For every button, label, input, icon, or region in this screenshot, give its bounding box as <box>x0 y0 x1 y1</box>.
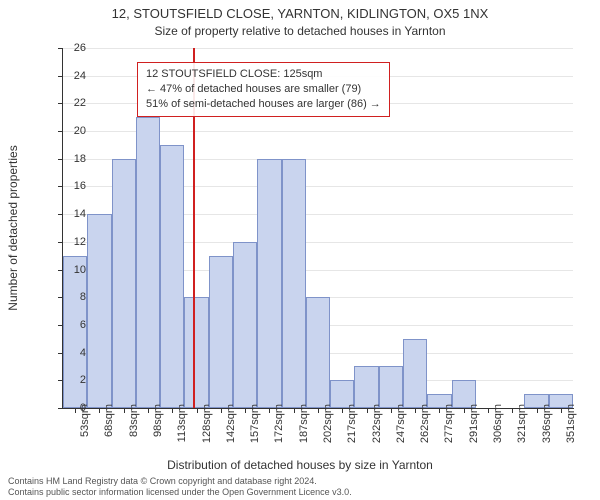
histogram-bar <box>379 366 403 408</box>
histogram-bar <box>184 297 208 408</box>
gridline <box>63 48 573 49</box>
ytick-label: 18 <box>46 153 86 165</box>
footer-line-1: Contains HM Land Registry data © Crown c… <box>8 476 592 487</box>
histogram-chart: 53sqm68sqm83sqm98sqm113sqm128sqm142sqm15… <box>62 48 573 409</box>
ytick-label: 4 <box>46 347 86 359</box>
ytick-label: 14 <box>46 208 86 220</box>
xtick-label: 157sqm <box>249 404 261 443</box>
xtick-mark <box>294 408 295 413</box>
xtick-mark <box>342 408 343 413</box>
xtick-label: 336sqm <box>541 404 553 443</box>
x-axis-label: Distribution of detached houses by size … <box>0 458 600 472</box>
xtick-mark <box>537 408 538 413</box>
ytick-label: 24 <box>46 70 86 82</box>
ytick-label: 16 <box>46 180 86 192</box>
xtick-label: 83sqm <box>128 404 140 437</box>
xtick-mark <box>197 408 198 413</box>
histogram-bar <box>354 366 378 408</box>
histogram-bar <box>112 159 136 408</box>
ytick-label: 8 <box>46 291 86 303</box>
annotation-line: 51% of semi-detached houses are larger (… <box>146 97 381 112</box>
ytick-label: 10 <box>46 264 86 276</box>
xtick-label: 98sqm <box>152 404 164 437</box>
xtick-mark <box>172 408 173 413</box>
histogram-bar <box>282 159 306 408</box>
ytick-label: 2 <box>46 374 86 386</box>
annotation-line: 12 STOUTSFIELD CLOSE: 125sqm <box>146 67 381 82</box>
xtick-mark <box>367 408 368 413</box>
xtick-label: 351sqm <box>565 404 577 443</box>
footer-line-2: Contains public sector information licen… <box>8 487 592 498</box>
xtick-mark <box>561 408 562 413</box>
histogram-bar <box>403 339 427 408</box>
xtick-label: 142sqm <box>225 404 237 443</box>
xtick-mark <box>318 408 319 413</box>
xtick-mark <box>245 408 246 413</box>
xtick-mark <box>512 408 513 413</box>
histogram-bar <box>233 242 257 408</box>
xtick-label: 321sqm <box>516 404 528 443</box>
histogram-bar <box>136 117 160 408</box>
xtick-mark <box>391 408 392 413</box>
histogram-bar <box>160 145 184 408</box>
xtick-label: 277sqm <box>443 404 455 443</box>
xtick-label: 113sqm <box>176 404 188 442</box>
page-title: 12, STOUTSFIELD CLOSE, YARNTON, KIDLINGT… <box>0 6 600 21</box>
xtick-mark <box>488 408 489 413</box>
annotation-line: ← 47% of detached houses are smaller (79… <box>146 82 381 97</box>
xtick-label: 262sqm <box>419 404 431 443</box>
xtick-label: 306sqm <box>492 404 504 443</box>
xtick-mark <box>148 408 149 413</box>
ytick-label: 20 <box>46 125 86 137</box>
histogram-bar <box>306 297 330 408</box>
histogram-bar <box>257 159 281 408</box>
histogram-bar <box>209 256 233 408</box>
annotation-box: 12 STOUTSFIELD CLOSE: 125sqm← 47% of det… <box>137 62 390 117</box>
xtick-label: 187sqm <box>298 404 310 443</box>
xtick-label: 247sqm <box>395 404 407 443</box>
y-axis-label: Number of detached properties <box>6 145 20 310</box>
xtick-mark <box>99 408 100 413</box>
xtick-mark <box>415 408 416 413</box>
xtick-label: 217sqm <box>346 404 358 443</box>
xtick-mark <box>221 408 222 413</box>
xtick-mark <box>269 408 270 413</box>
ytick-label: 22 <box>46 97 86 109</box>
xtick-mark <box>439 408 440 413</box>
ytick-label: 0 <box>46 402 86 414</box>
xtick-mark <box>124 408 125 413</box>
footer-attribution: Contains HM Land Registry data © Crown c… <box>8 476 592 498</box>
xtick-label: 172sqm <box>273 404 285 443</box>
ytick-label: 6 <box>46 319 86 331</box>
xtick-label: 202sqm <box>322 404 334 443</box>
xtick-label: 68sqm <box>103 404 115 437</box>
xtick-label: 232sqm <box>371 404 383 443</box>
xtick-label: 291sqm <box>468 404 480 443</box>
histogram-bar <box>87 214 111 408</box>
ytick-label: 26 <box>46 42 86 54</box>
ytick-label: 12 <box>46 236 86 248</box>
page-subtitle: Size of property relative to detached ho… <box>0 24 600 38</box>
xtick-label: 128sqm <box>201 404 213 443</box>
xtick-mark <box>464 408 465 413</box>
